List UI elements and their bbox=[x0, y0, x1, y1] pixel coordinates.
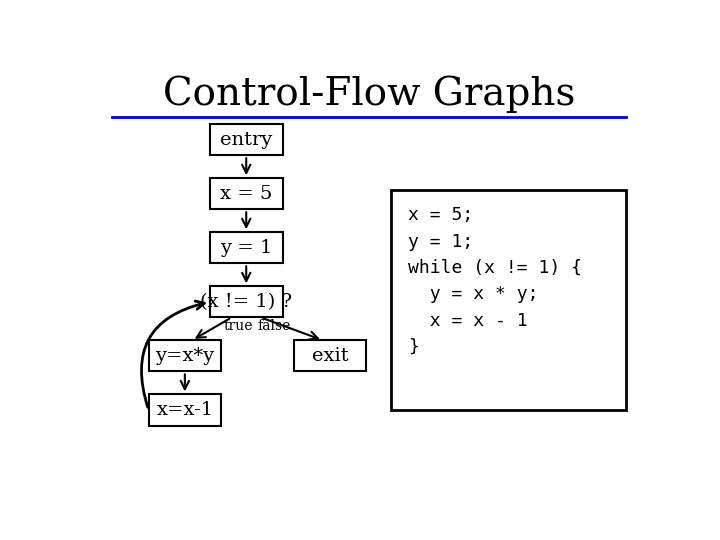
FancyBboxPatch shape bbox=[148, 394, 221, 426]
Text: x=x-1: x=x-1 bbox=[156, 401, 213, 419]
Text: y = 1: y = 1 bbox=[220, 239, 272, 256]
Text: Control-Flow Graphs: Control-Flow Graphs bbox=[163, 75, 575, 113]
FancyBboxPatch shape bbox=[210, 232, 282, 264]
Text: entry: entry bbox=[220, 131, 272, 149]
Text: y=x*y: y=x*y bbox=[156, 347, 215, 365]
Text: exit: exit bbox=[312, 347, 348, 365]
FancyBboxPatch shape bbox=[210, 286, 282, 318]
Text: x = 5: x = 5 bbox=[220, 185, 272, 202]
FancyBboxPatch shape bbox=[210, 178, 282, 210]
FancyBboxPatch shape bbox=[148, 340, 221, 372]
Text: false: false bbox=[258, 320, 291, 334]
FancyBboxPatch shape bbox=[294, 340, 366, 372]
FancyBboxPatch shape bbox=[392, 190, 626, 410]
FancyBboxPatch shape bbox=[210, 124, 282, 155]
Text: x = 5;
y = 1;
while (x != 1) {
  y = x * y;
  x = x - 1
}: x = 5; y = 1; while (x != 1) { y = x * y… bbox=[408, 206, 582, 356]
Text: (x != 1) ?: (x != 1) ? bbox=[200, 293, 292, 311]
Text: true: true bbox=[224, 320, 253, 334]
